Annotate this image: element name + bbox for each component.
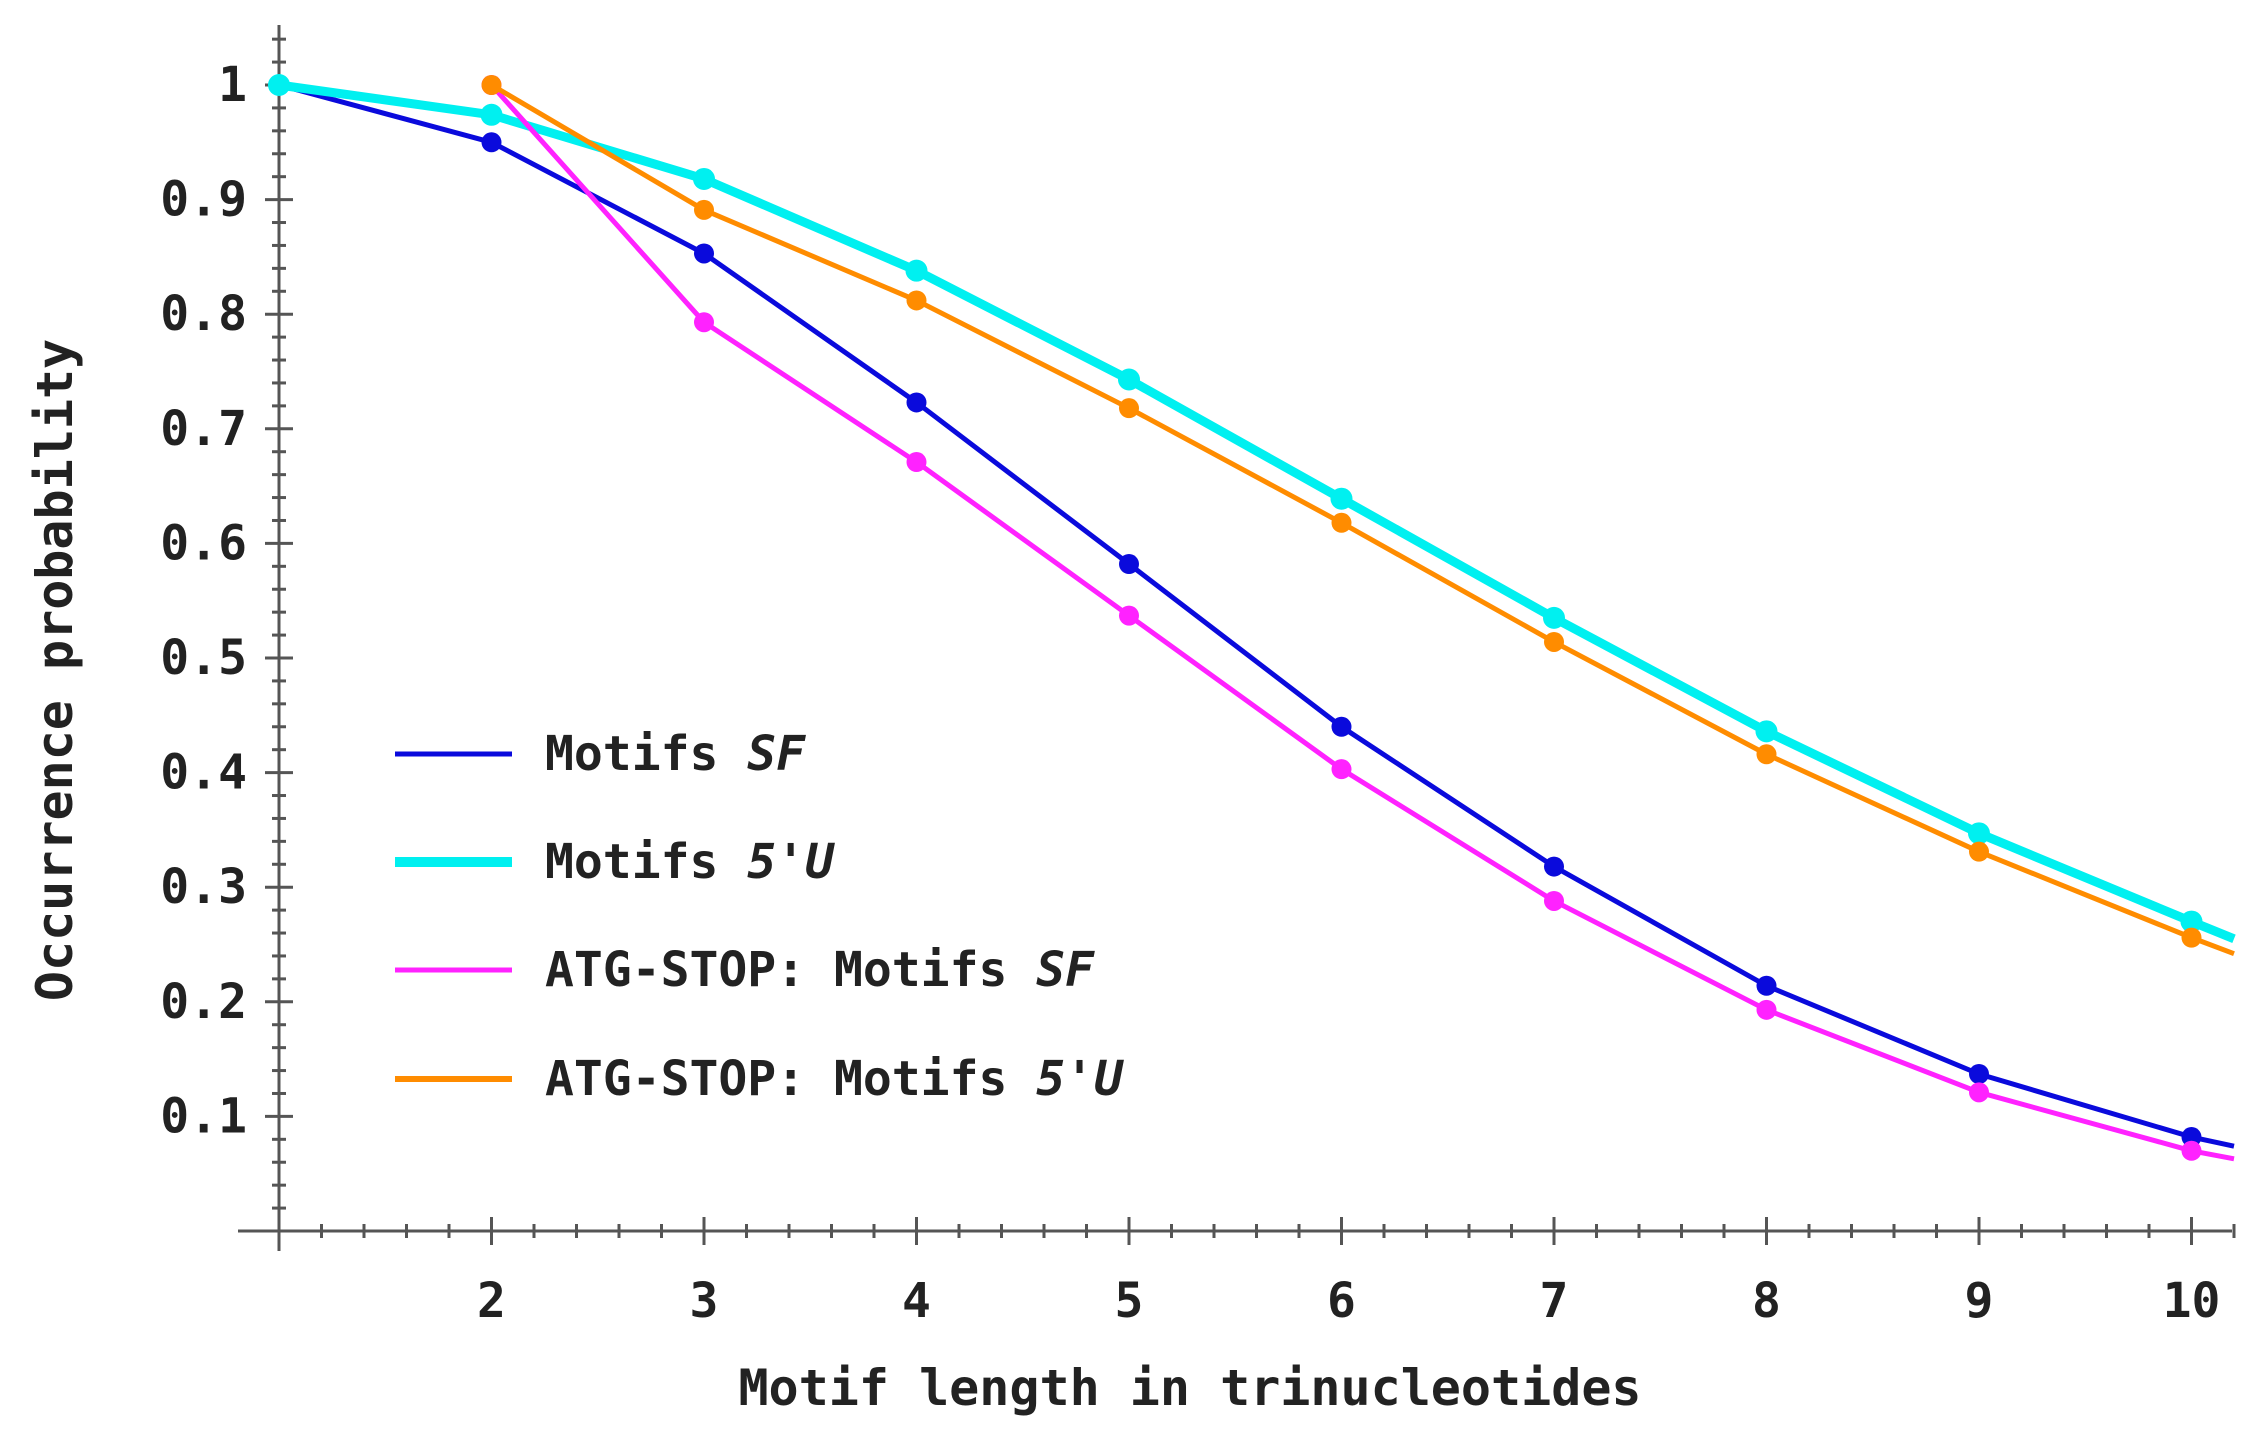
data-point bbox=[1969, 1082, 1989, 1103]
data-point bbox=[906, 290, 927, 311]
legend-label: Motifs 5'U bbox=[545, 834, 835, 890]
data-point bbox=[1544, 631, 1564, 652]
legend-label: Motifs SF bbox=[545, 726, 806, 782]
x-tick-label: 8 bbox=[1752, 1273, 1781, 1329]
series-motifs-5-u bbox=[268, 74, 2236, 943]
data-point bbox=[2181, 1127, 2202, 1148]
data-point bbox=[1119, 554, 1139, 575]
y-tick-label: 1 bbox=[218, 57, 247, 113]
x-tick-label: 3 bbox=[690, 1273, 719, 1329]
data-point bbox=[1118, 368, 1140, 391]
legend-label-text: Motifs bbox=[545, 726, 747, 782]
data-point bbox=[480, 103, 503, 126]
x-tick-label: 5 bbox=[1115, 1273, 1144, 1329]
legend-label-text: ATG-STOP: Motifs bbox=[545, 942, 1036, 998]
legend-entry: ATG-STOP: Motifs 5'U bbox=[395, 1051, 1124, 1107]
legend-entry: ATG-STOP: Motifs SF bbox=[395, 942, 1095, 998]
data-point bbox=[905, 259, 928, 282]
data-point bbox=[693, 167, 715, 190]
data-point bbox=[1756, 975, 1777, 996]
legend-label-text: ATG-STOP: Motifs bbox=[545, 1051, 1036, 1107]
data-point bbox=[1968, 822, 1990, 845]
data-point bbox=[1119, 398, 1139, 419]
legend-entry: Motifs 5'U bbox=[395, 834, 835, 890]
legend-label: ATG-STOP: Motifs SF bbox=[545, 942, 1095, 998]
y-tick-label: 0.5 bbox=[160, 630, 247, 686]
legend-label-italic: SF bbox=[1036, 942, 1095, 998]
y-axis-label: Occurrence probability bbox=[26, 339, 84, 1001]
data-point bbox=[1543, 606, 1565, 629]
y-tick-label: 0.6 bbox=[160, 515, 247, 571]
legend-entry: Motifs SF bbox=[395, 726, 806, 782]
data-point bbox=[1544, 856, 1564, 877]
y-tick-label: 0.3 bbox=[160, 859, 247, 915]
data-point bbox=[1755, 720, 1778, 743]
series-lines bbox=[268, 74, 2236, 1162]
series-motifs-sf bbox=[269, 75, 2235, 1149]
data-point bbox=[1330, 487, 1353, 510]
data-point bbox=[2181, 1140, 2202, 1161]
series-line bbox=[490, 82, 2235, 957]
y-tick-label: 0.8 bbox=[160, 286, 247, 342]
data-point bbox=[1119, 605, 1139, 626]
x-tick-label: 7 bbox=[1540, 1273, 1569, 1329]
x-tick-label: 6 bbox=[1327, 1273, 1356, 1329]
y-tick-label: 0.1 bbox=[160, 1088, 247, 1144]
legend-label-text: Motifs bbox=[545, 834, 747, 890]
x-tick-label: 9 bbox=[1965, 1273, 1994, 1329]
legend-label-italic: 5'U bbox=[1036, 1051, 1124, 1107]
data-point bbox=[906, 452, 927, 473]
y-tick-label: 0.7 bbox=[160, 401, 247, 457]
legend-label-italic: 5'U bbox=[747, 834, 835, 890]
x-tick-label: 4 bbox=[902, 1273, 931, 1329]
data-point bbox=[694, 243, 714, 264]
y-tick-label: 0.2 bbox=[160, 974, 247, 1030]
data-point bbox=[2181, 927, 2202, 948]
x-tick-label: 2 bbox=[477, 1273, 506, 1329]
x-axis-label: Motif length in trinucleotides bbox=[738, 1359, 1641, 1417]
data-point bbox=[2180, 910, 2203, 933]
data-point bbox=[1969, 841, 1989, 862]
x-tick-label: 10 bbox=[2163, 1273, 2221, 1329]
legend-label-italic: SF bbox=[747, 726, 806, 782]
data-point bbox=[906, 392, 927, 413]
data-point bbox=[694, 199, 714, 220]
series-atg-stop-motifs-5-u bbox=[481, 75, 2235, 957]
y-tick-label: 0.4 bbox=[160, 745, 247, 801]
data-point bbox=[481, 132, 502, 153]
data-point bbox=[1331, 759, 1352, 780]
data-point bbox=[694, 312, 714, 333]
legend-label: ATG-STOP: Motifs 5'U bbox=[545, 1051, 1124, 1107]
series-line bbox=[278, 80, 2236, 943]
data-point bbox=[481, 75, 502, 95]
data-point bbox=[1756, 999, 1777, 1020]
data-point bbox=[1331, 716, 1352, 737]
y-tick-label: 0.9 bbox=[160, 172, 247, 228]
data-point bbox=[1756, 744, 1777, 765]
data-point bbox=[1331, 512, 1352, 533]
axes: 2 3 4 5 6 7 8 9 10 0.1 0.2 0.3 0.4 0.5 0.6 0.7 0.8 0.9 1 bbox=[160, 25, 2236, 1329]
data-point bbox=[268, 74, 290, 96]
data-point bbox=[1544, 890, 1564, 911]
data-point bbox=[1969, 1063, 1989, 1084]
series-line bbox=[489, 83, 2235, 1162]
